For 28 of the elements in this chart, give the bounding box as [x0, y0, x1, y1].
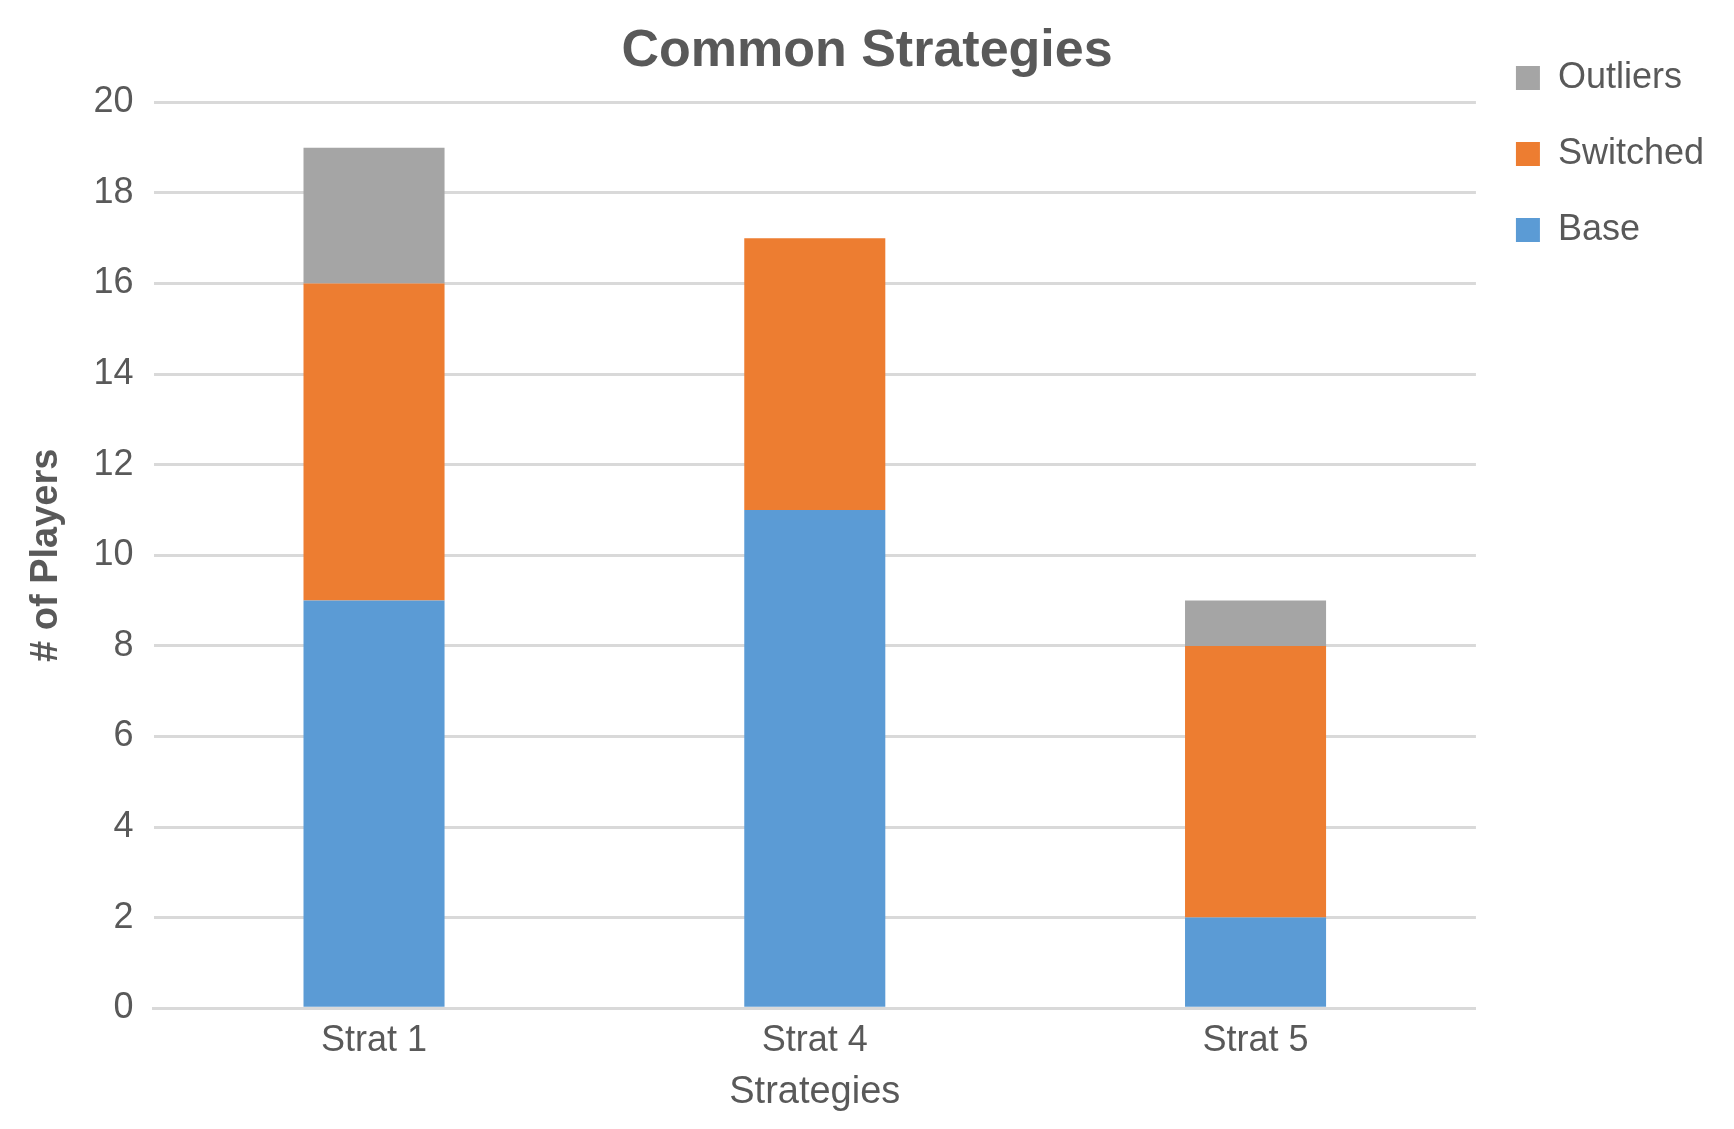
bar [744, 510, 886, 1007]
y-tick-label: 20 [93, 79, 134, 121]
y-tick-label: 12 [93, 441, 134, 483]
bar [303, 600, 445, 1007]
y-tick-label: 18 [93, 169, 134, 211]
y-tick-label: 4 [113, 803, 134, 845]
x-tick-label: Strat 1 [320, 1017, 428, 1059]
x-tick-label: Strat 5 [1202, 1017, 1309, 1059]
y-tick-label: 8 [113, 622, 134, 664]
legend-label: Outliers [1557, 54, 1682, 96]
y-tick-label: 16 [93, 260, 134, 302]
y-axis-title: # of Players [23, 448, 66, 662]
bar [744, 238, 886, 511]
bar [1185, 917, 1327, 1007]
bar [1185, 645, 1327, 918]
bar [1185, 600, 1327, 646]
chart-title: Common Strategies [621, 18, 1113, 77]
y-tick-label: 2 [113, 894, 134, 936]
legend-label: Switched [1557, 130, 1704, 172]
legend-label: Base [1557, 206, 1640, 248]
bar [303, 147, 445, 284]
bar [303, 283, 445, 601]
y-tick-label: 10 [93, 532, 134, 574]
x-axis-title: Strategies [729, 1068, 901, 1111]
y-tick-label: 6 [113, 713, 134, 755]
y-tick-label: 14 [93, 351, 134, 393]
x-tick-label: Strat 4 [761, 1017, 868, 1059]
y-tick-label: 0 [113, 985, 134, 1027]
